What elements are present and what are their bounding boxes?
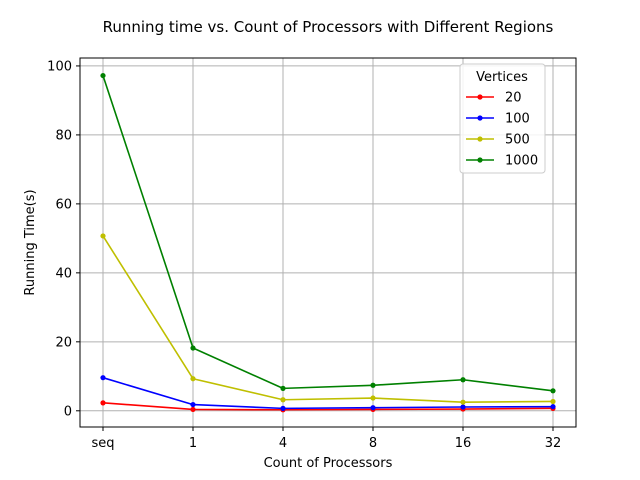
x-tick-label: seq <box>91 436 114 451</box>
legend-label-1000: 1000 <box>505 154 538 169</box>
legend-label-500: 500 <box>505 133 530 148</box>
data-point-500 <box>100 233 106 239</box>
data-point-500 <box>280 397 286 403</box>
series-lines <box>100 72 556 413</box>
data-point-100 <box>280 405 286 411</box>
y-axis: 0 20 40 60 80 100 <box>47 59 80 419</box>
data-point-100 <box>370 405 376 411</box>
y-tick-label: 60 <box>55 197 72 212</box>
legend-title: Vertices <box>476 70 528 85</box>
data-point-1000 <box>280 385 286 391</box>
legend-marker-1000 <box>477 157 483 163</box>
legend-label-100: 100 <box>505 112 530 127</box>
data-point-500 <box>190 376 196 382</box>
y-tick-label: 20 <box>55 335 72 350</box>
chart-title: Running time vs. Count of Processors wit… <box>103 18 554 36</box>
x-axis-label: Count of Processors <box>264 456 393 471</box>
y-tick-label: 40 <box>55 266 72 281</box>
x-tick-label: 1 <box>189 436 197 451</box>
plot-frame <box>79 57 577 428</box>
data-point-1000 <box>370 382 376 388</box>
data-point-20 <box>100 400 106 406</box>
data-point-1000 <box>460 377 466 383</box>
data-point-1000 <box>100 72 106 79</box>
series-line-100 <box>102 376 554 410</box>
y-tick-label: 80 <box>55 128 72 143</box>
data-point-100 <box>460 404 466 410</box>
x-tick-label: 16 <box>455 436 472 451</box>
data-point-100 <box>100 375 106 381</box>
x-tick-label: 8 <box>369 436 377 451</box>
data-point-100 <box>190 401 196 408</box>
y-tick-label: 100 <box>47 59 72 74</box>
grid-lines <box>80 58 576 427</box>
legend-marker-20 <box>477 94 483 100</box>
data-point-20 <box>190 406 196 413</box>
series-line-20 <box>102 402 554 411</box>
data-point-500 <box>460 399 466 405</box>
legend-label-20: 20 <box>505 91 522 106</box>
legend: Vertices 20 100 500 1000 <box>459 63 546 174</box>
y-tick-label: 0 <box>64 404 72 419</box>
legend-box <box>459 63 546 174</box>
x-axis: seq 1 4 8 16 32 <box>91 427 561 451</box>
x-tick-label: 32 <box>545 436 562 451</box>
legend-items: 20 100 500 1000 <box>466 91 538 169</box>
data-point-1000 <box>550 388 556 394</box>
data-point-500 <box>550 398 556 405</box>
data-point-1000 <box>190 345 196 351</box>
y-axis-label: Running Time(s) <box>23 189 38 295</box>
legend-marker-100 <box>477 115 483 121</box>
x-tick-label: 4 <box>279 436 287 451</box>
series-line-500 <box>102 235 554 403</box>
legend-marker-500 <box>477 136 483 142</box>
series-line-1000 <box>102 75 554 392</box>
data-point-500 <box>370 395 376 401</box>
data-point-100 <box>550 404 556 410</box>
